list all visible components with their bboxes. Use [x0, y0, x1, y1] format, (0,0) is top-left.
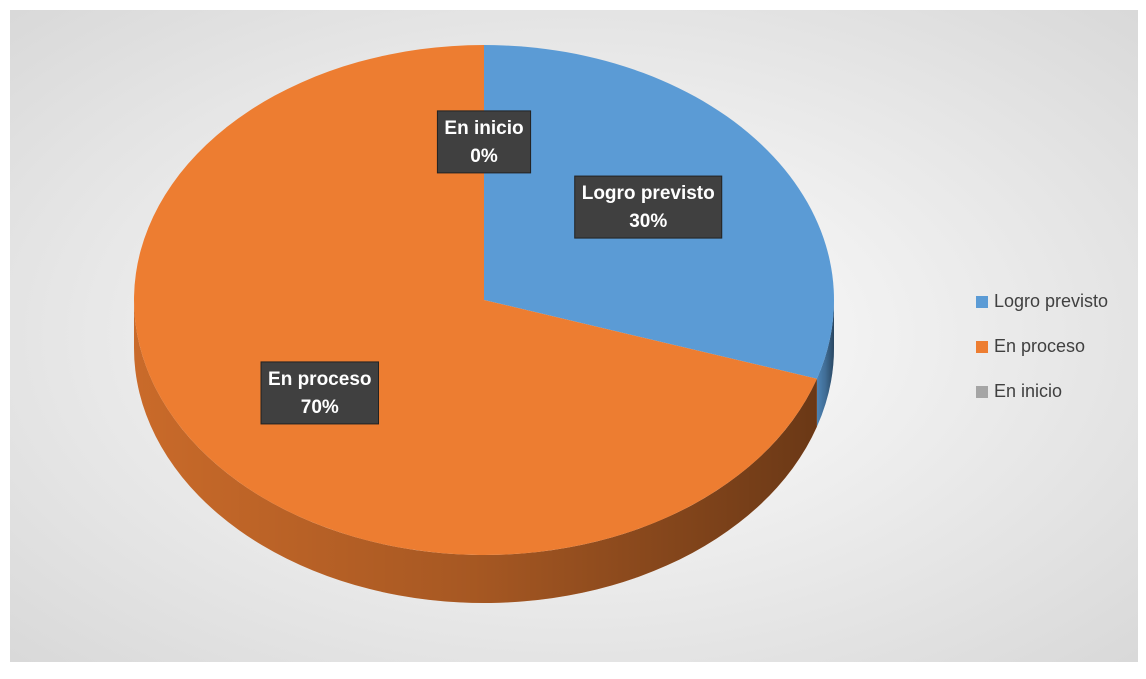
slice-side-shade: [134, 300, 817, 603]
legend-swatch: [976, 296, 988, 308]
legend-swatch: [976, 386, 988, 398]
slice: [133, 45, 817, 556]
legend-label: En inicio: [994, 381, 1062, 401]
data-label-box: [574, 175, 723, 239]
data-label: En proceso 70%: [260, 361, 380, 425]
data-label: En inicio 0%: [436, 110, 532, 174]
data-label-value: 30%: [629, 211, 667, 232]
data-label-box: [260, 361, 380, 425]
data-label: Logro previsto 30%: [574, 175, 723, 239]
legend-swatch: [976, 341, 988, 353]
slice-side-shade: [816, 300, 834, 427]
data-label-box: [436, 110, 532, 174]
legend-label: En proceso: [994, 336, 1085, 356]
data-label-value: 70%: [301, 397, 339, 418]
data-label-value: 0%: [470, 146, 498, 167]
data-label-category: En proceso: [268, 369, 371, 390]
data-label-category: Logro previsto: [582, 183, 715, 204]
legend-label: Logro previsto: [994, 291, 1108, 311]
data-label-category: En inicio: [444, 118, 523, 139]
